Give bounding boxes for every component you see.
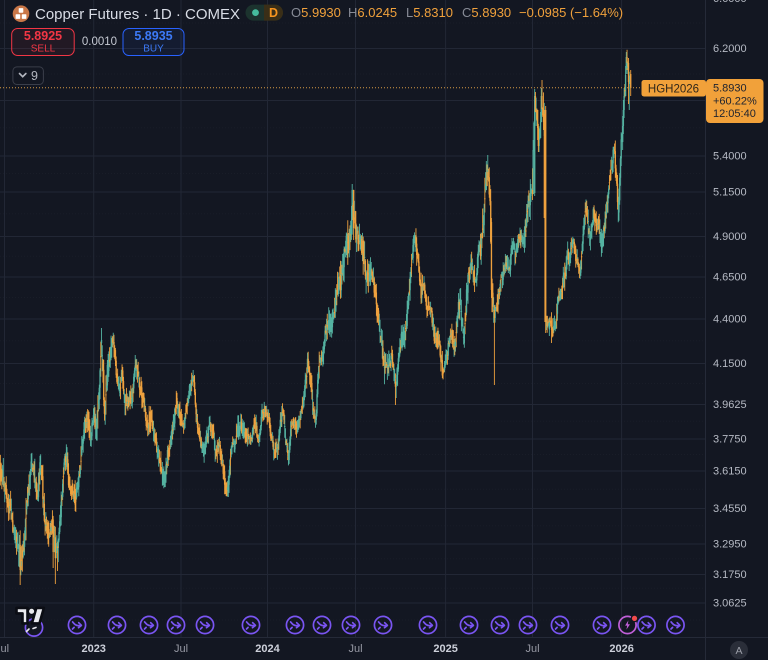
- svg-text:3.9625: 3.9625: [713, 399, 747, 411]
- svg-text:2025: 2025: [433, 643, 457, 655]
- svg-text:Jul: Jul: [174, 643, 188, 655]
- svg-text:3.6150: 3.6150: [713, 466, 747, 478]
- svg-text:+60.22%: +60.22%: [713, 95, 757, 107]
- svg-text:2023: 2023: [81, 643, 105, 655]
- svg-text:L5.8310: L5.8310: [406, 5, 453, 20]
- svg-text:0.0010: 0.0010: [82, 36, 117, 48]
- svg-text:SELL: SELL: [31, 44, 56, 55]
- svg-text:6.6000: 6.6000: [713, 0, 747, 5]
- svg-text:4.6500: 4.6500: [713, 272, 747, 284]
- svg-text:4.9000: 4.9000: [713, 231, 747, 243]
- svg-text:5.4000: 5.4000: [713, 151, 747, 163]
- svg-text:O5.9930: O5.9930: [291, 5, 341, 20]
- svg-text:3.7750: 3.7750: [713, 434, 747, 446]
- svg-text:3.1750: 3.1750: [713, 569, 747, 581]
- svg-text:Jul: Jul: [525, 643, 539, 655]
- svg-text:Copper Futures · 1D · COMEX: Copper Futures · 1D · COMEX: [35, 6, 240, 23]
- svg-text:4.4000: 4.4000: [713, 314, 747, 326]
- svg-text:12:05:40: 12:05:40: [713, 108, 756, 120]
- svg-text:5.8935: 5.8935: [134, 29, 172, 43]
- svg-text:D: D: [269, 6, 278, 20]
- svg-text:9: 9: [31, 69, 38, 83]
- svg-text:5.8925: 5.8925: [24, 29, 62, 43]
- svg-text:H6.0245: H6.0245: [348, 5, 397, 20]
- svg-text:2026: 2026: [609, 643, 633, 655]
- svg-text:Jul: Jul: [348, 643, 362, 655]
- svg-text:Jul: Jul: [0, 643, 9, 655]
- svg-text:5.8930: 5.8930: [713, 83, 747, 95]
- svg-text:HGH2026: HGH2026: [648, 83, 699, 95]
- svg-text:4.1500: 4.1500: [713, 358, 747, 370]
- svg-text:A: A: [735, 645, 742, 657]
- svg-text:BUY: BUY: [143, 44, 164, 55]
- svg-text:5.1500: 5.1500: [713, 187, 747, 199]
- svg-text:−0.0985 (−1.64%): −0.0985 (−1.64%): [519, 5, 623, 20]
- svg-text:3.0625: 3.0625: [713, 598, 747, 610]
- svg-text:2024: 2024: [255, 643, 280, 655]
- svg-text:C5.8930: C5.8930: [462, 5, 511, 20]
- svg-text:3.4550: 3.4550: [713, 503, 747, 515]
- svg-text:6.2000: 6.2000: [713, 43, 747, 55]
- svg-text:3.2950: 3.2950: [713, 539, 747, 551]
